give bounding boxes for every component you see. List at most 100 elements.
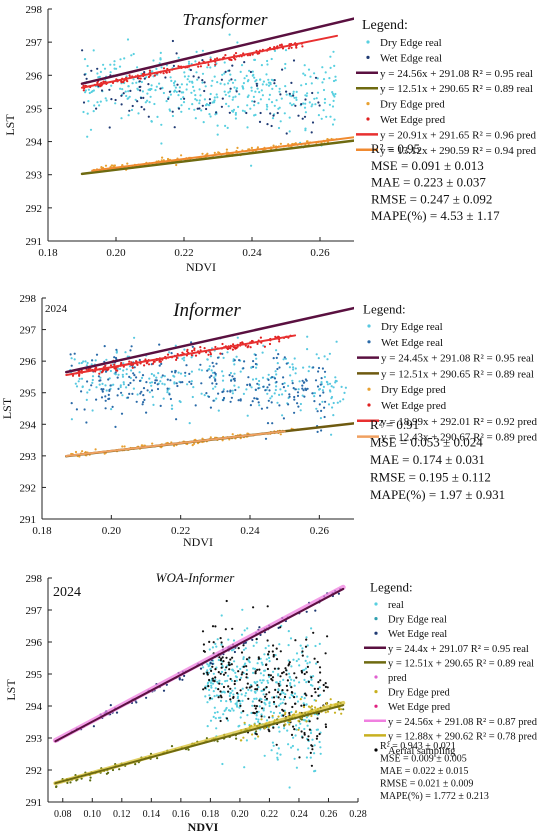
data-point — [201, 59, 204, 62]
data-point — [212, 399, 215, 402]
data-point — [284, 85, 287, 88]
data-point — [168, 393, 171, 396]
data-point — [218, 682, 221, 685]
x-tick-label: 0.24 — [242, 247, 262, 259]
data-point — [198, 107, 201, 110]
data-point — [311, 91, 314, 95]
data-point — [242, 656, 245, 659]
data-point — [297, 728, 300, 731]
data-point — [115, 348, 118, 351]
legend-label: pred — [388, 673, 407, 684]
data-point — [227, 685, 230, 688]
legend-title: Legend: — [362, 18, 408, 33]
data-point — [252, 360, 255, 363]
data-point — [119, 385, 122, 389]
data-point — [310, 131, 313, 134]
data-point — [193, 108, 196, 111]
data-point — [199, 94, 202, 97]
legend-label: Dry Edge real — [381, 321, 443, 333]
data-point — [247, 688, 250, 692]
data-point — [259, 111, 262, 115]
data-point — [281, 689, 284, 692]
data-point — [328, 77, 331, 80]
data-point — [253, 100, 256, 103]
data-point — [108, 388, 111, 392]
data-point — [260, 64, 263, 67]
data-point — [93, 104, 96, 107]
data-point — [276, 691, 280, 694]
data-point — [151, 442, 154, 445]
data-point — [227, 690, 230, 693]
data-point — [289, 684, 292, 687]
data-point — [168, 351, 171, 354]
data-point — [208, 376, 211, 379]
data-point — [264, 698, 267, 702]
data-point — [317, 366, 321, 370]
data-point — [221, 645, 224, 648]
data-point — [90, 384, 93, 387]
data-point — [246, 682, 249, 685]
data-point — [191, 345, 194, 348]
data-point — [300, 695, 303, 699]
data-point — [197, 65, 200, 68]
data-point — [183, 674, 186, 678]
data-point — [294, 639, 297, 642]
data-point — [250, 386, 253, 389]
data-point — [149, 88, 152, 92]
data-point — [186, 383, 189, 386]
data-point — [326, 710, 330, 713]
data-point — [322, 683, 325, 687]
data-point — [301, 384, 304, 387]
data-point — [231, 348, 234, 351]
data-point — [252, 644, 255, 648]
data-point — [313, 400, 316, 403]
data-point — [140, 80, 143, 84]
data-point — [278, 730, 281, 733]
data-point — [225, 656, 228, 659]
data-point — [196, 442, 200, 445]
data-point — [292, 90, 295, 93]
data-point — [246, 104, 249, 107]
data-point — [297, 114, 300, 117]
data-point — [274, 370, 277, 373]
data-point — [303, 672, 306, 676]
data-point — [109, 63, 112, 66]
data-point — [235, 90, 238, 93]
data-point — [243, 721, 246, 724]
data-point — [82, 89, 85, 92]
data-point — [111, 405, 114, 408]
data-point — [210, 686, 213, 689]
data-point — [119, 87, 122, 90]
data-point — [253, 704, 256, 708]
y-tick-label: 298 — [26, 573, 43, 585]
data-point — [261, 83, 264, 86]
data-point — [231, 98, 234, 101]
data-point — [257, 718, 260, 721]
data-point — [318, 642, 321, 646]
data-point — [209, 56, 212, 59]
data-point — [244, 647, 247, 650]
data-point — [254, 362, 257, 366]
data-point — [286, 679, 289, 682]
data-point — [256, 146, 259, 149]
data-point — [147, 363, 151, 366]
data-point — [298, 726, 301, 730]
data-point — [237, 105, 240, 108]
data-point — [160, 142, 163, 145]
data-point — [85, 364, 88, 367]
data-point — [91, 409, 94, 412]
data-point — [325, 703, 328, 706]
metric-text: RMSE = 0.021 ± 0.009 — [380, 779, 473, 790]
data-point — [190, 382, 193, 385]
data-point — [234, 117, 237, 120]
data-point — [274, 335, 277, 338]
data-point — [135, 400, 138, 403]
chart-title: WOA-Informer — [156, 570, 236, 585]
data-point — [128, 375, 131, 378]
data-point — [304, 74, 307, 77]
data-point — [268, 702, 271, 705]
data-point — [193, 349, 196, 352]
data-point — [293, 395, 296, 399]
data-point — [317, 101, 320, 104]
